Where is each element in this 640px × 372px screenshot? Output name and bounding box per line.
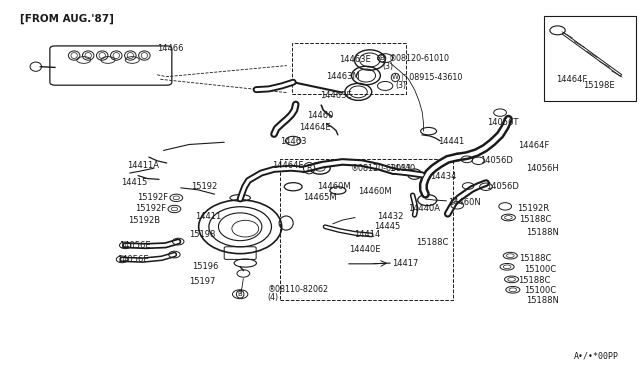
Text: 14463E: 14463E <box>320 91 352 100</box>
Text: B: B <box>238 291 243 297</box>
Text: 15188N: 15188N <box>525 228 559 237</box>
Text: A•/•*00PP: A•/•*00PP <box>574 352 619 361</box>
Text: 14056D: 14056D <box>479 155 513 164</box>
Text: 15198: 15198 <box>189 230 216 240</box>
Text: 15192: 15192 <box>191 182 217 190</box>
Text: 15188C: 15188C <box>519 254 552 263</box>
Text: B: B <box>380 55 385 61</box>
Text: 15197: 15197 <box>189 277 216 286</box>
Text: 14445: 14445 <box>374 222 401 231</box>
Text: 15196: 15196 <box>192 262 219 271</box>
Text: 15188C: 15188C <box>518 276 550 285</box>
Text: (4): (4) <box>268 293 279 302</box>
Text: 14460M: 14460M <box>317 182 351 191</box>
Text: 14441: 14441 <box>438 137 465 146</box>
Text: 14415: 14415 <box>121 178 147 187</box>
Text: 14056E: 14056E <box>119 241 150 250</box>
Text: 15100C: 15100C <box>524 265 557 274</box>
Text: 14432: 14432 <box>378 212 404 221</box>
Text: 15192R: 15192R <box>516 205 549 214</box>
Text: 14056E: 14056E <box>118 255 149 264</box>
Text: 14056D: 14056D <box>486 182 519 191</box>
Text: 15192F: 15192F <box>135 205 166 214</box>
Text: 14466: 14466 <box>157 44 184 53</box>
Text: [FROM AUG.'87]: [FROM AUG.'87] <box>20 14 114 24</box>
Text: 15100C: 15100C <box>524 286 557 295</box>
Text: 15198E: 15198E <box>583 81 615 90</box>
Text: 14463: 14463 <box>280 137 307 146</box>
Text: ®08120-61010: ®08120-61010 <box>389 54 450 62</box>
Text: 14464E: 14464E <box>272 161 304 170</box>
Text: 15188N: 15188N <box>525 296 559 305</box>
Text: 14440E: 14440E <box>349 244 380 253</box>
Text: 14440A: 14440A <box>408 204 440 213</box>
Text: 14056T: 14056T <box>487 118 518 127</box>
Bar <box>280 159 453 300</box>
Text: 14414: 14414 <box>354 230 380 239</box>
Text: (3): (3) <box>396 81 406 90</box>
Text: (3): (3) <box>383 62 394 71</box>
Text: 14464F: 14464F <box>556 75 588 84</box>
Text: 14465M: 14465M <box>303 193 337 202</box>
Text: 15192B: 15192B <box>129 216 161 225</box>
Text: 14464F: 14464F <box>518 141 549 150</box>
Text: B: B <box>307 164 312 173</box>
Text: 14440: 14440 <box>389 164 415 173</box>
Text: W: W <box>392 74 399 80</box>
Bar <box>543 16 636 101</box>
Text: 15188C: 15188C <box>519 215 552 224</box>
Text: 14463E: 14463E <box>339 55 371 64</box>
Text: 14434: 14434 <box>430 172 456 181</box>
Text: 15192F: 15192F <box>137 193 168 202</box>
Text: 14460M: 14460M <box>358 187 392 196</box>
Text: 14464E: 14464E <box>300 123 331 132</box>
Text: 14056H: 14056H <box>525 164 558 173</box>
Text: 15188C: 15188C <box>416 238 448 247</box>
Bar <box>292 43 406 94</box>
Text: 14460N: 14460N <box>448 198 481 207</box>
Text: ®08120-63033: ®08120-63033 <box>351 164 412 173</box>
Text: 14460: 14460 <box>307 111 333 120</box>
Text: 14411A: 14411A <box>127 161 159 170</box>
Text: 14411: 14411 <box>195 212 221 221</box>
Text: ⒦ 08915-43610: ⒦ 08915-43610 <box>402 72 462 81</box>
Text: ®08110-82062: ®08110-82062 <box>268 285 329 294</box>
Text: 14463M: 14463M <box>326 72 360 81</box>
Text: 14417: 14417 <box>392 259 419 268</box>
